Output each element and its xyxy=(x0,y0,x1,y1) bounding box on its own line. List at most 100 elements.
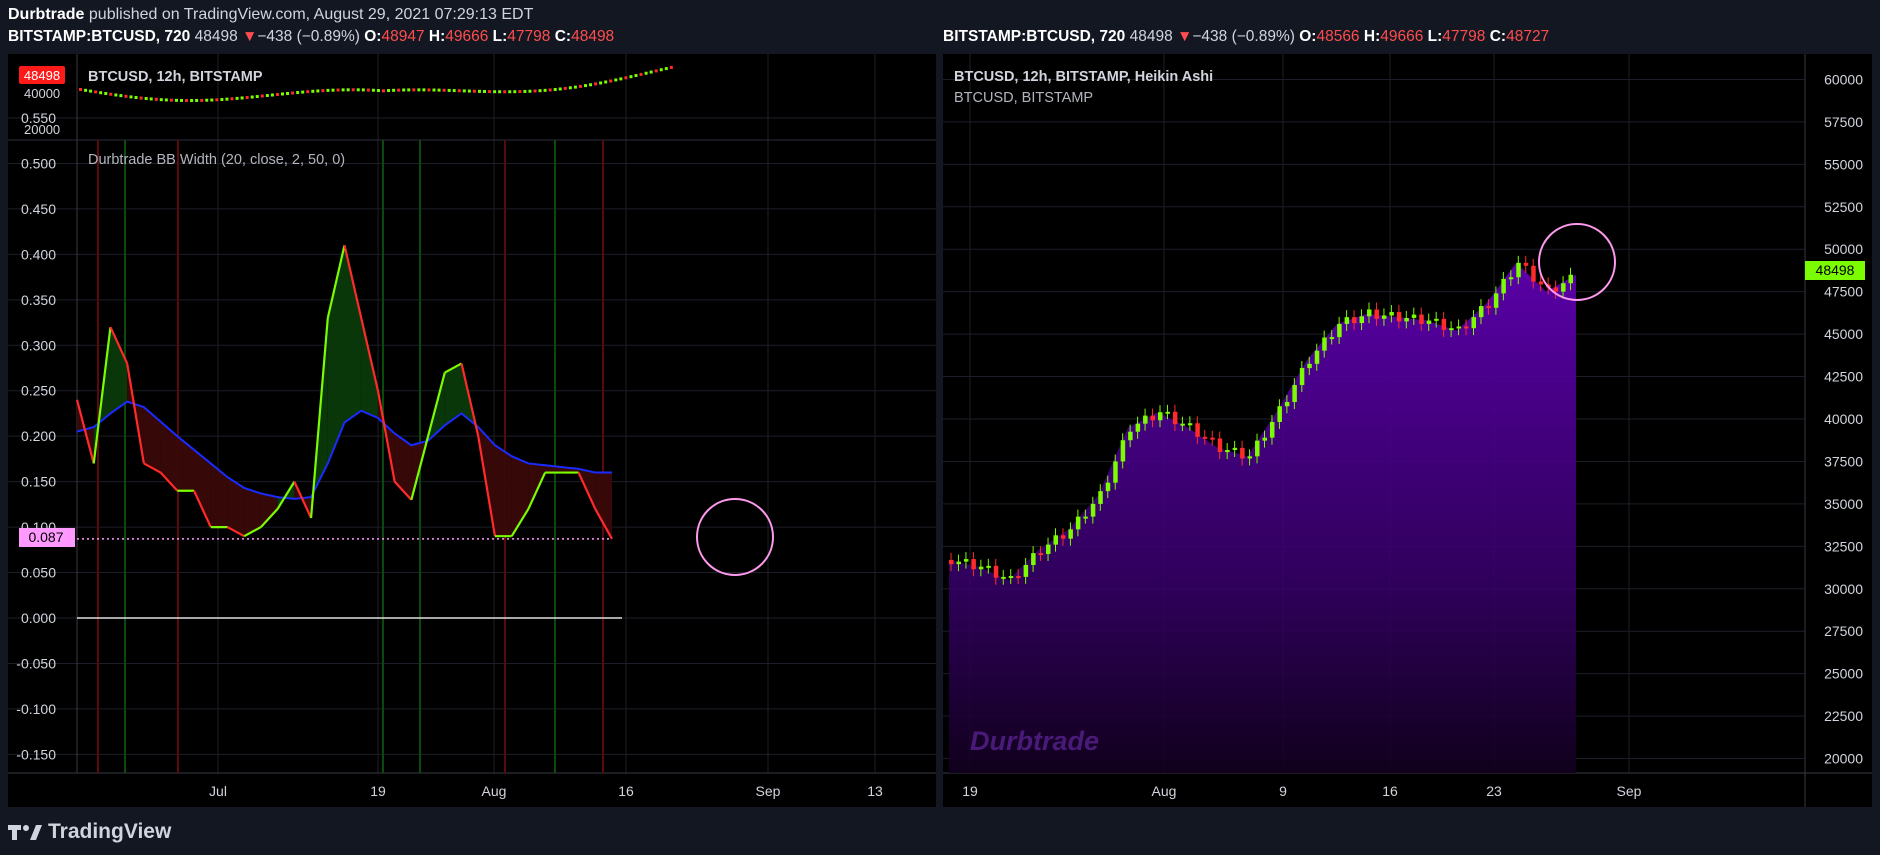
left-x-tick: Sep xyxy=(756,783,781,799)
right-price-badge-text: 48498 xyxy=(1816,262,1855,278)
mini-candle xyxy=(604,80,608,84)
right-y-tick: 30000 xyxy=(1824,581,1863,597)
left-low: 47798 xyxy=(507,28,551,45)
bbw-line-segment xyxy=(193,490,212,528)
left-y-tick: 0.450 xyxy=(21,201,56,217)
right-y-tick: 47500 xyxy=(1824,284,1863,300)
mini-candle xyxy=(321,89,325,93)
ha-candle xyxy=(1553,287,1559,292)
mini-candle xyxy=(619,77,623,81)
left-chart-panel[interactable]: 0.550 0.500 0.450 0.400 0.350 0.300 0.250 0.200… xyxy=(8,54,936,807)
bbw-line-segment xyxy=(427,372,446,437)
mini-candle xyxy=(366,88,370,92)
right-chart-title[interactable]: BTCUSD, 12h, BITSTAMP, Heikin Ashi xyxy=(954,69,1213,85)
ha-candle xyxy=(1352,317,1357,324)
ha-candle xyxy=(1471,317,1476,329)
ha-candle xyxy=(1090,503,1096,517)
ha-candle xyxy=(1217,438,1223,453)
ha-candle xyxy=(1053,535,1058,545)
ha-candle xyxy=(1143,415,1148,424)
ha-candle xyxy=(1225,449,1230,453)
left-low-label: L: xyxy=(492,28,508,45)
ha-candle xyxy=(1367,309,1372,317)
bbw-line-segment xyxy=(594,508,613,540)
bbw-fill-area xyxy=(77,245,612,539)
bbw-fill-segment xyxy=(595,472,612,539)
bbw-line-segment xyxy=(109,326,129,364)
left-quote-line: BITSTAMP:BTCUSD, 720 48498 ▼−438 (−0.89%… xyxy=(8,28,614,46)
author-name[interactable]: Durbtrade xyxy=(8,6,85,23)
bbw-line-segment xyxy=(309,317,329,519)
bbw-line-segment xyxy=(460,363,480,437)
ha-candle xyxy=(1128,431,1133,441)
indicator-title[interactable]: Durbtrade BB Width (20, close, 2, 50, 0) xyxy=(88,152,345,168)
bbw-line-segment xyxy=(510,508,530,537)
mini-candle xyxy=(361,88,365,92)
ha-candle xyxy=(1165,411,1170,414)
right-x-tick: Sep xyxy=(1617,783,1642,799)
left-x-tick: Jul xyxy=(209,783,227,799)
mini-candle xyxy=(371,88,375,92)
mini-candle xyxy=(452,89,456,93)
ha-candle xyxy=(1292,385,1297,403)
mini-candle xyxy=(260,94,264,98)
ha-candle xyxy=(1031,553,1036,565)
right-chart-panel[interactable]: 60000 57500 55000 52500 50000 47500 45000 42500… xyxy=(943,54,1872,807)
ha-candle xyxy=(1046,544,1051,554)
ha-candle xyxy=(963,559,969,562)
bb-width-chart[interactable]: 0.550 0.500 0.450 0.400 0.350 0.300 0.250 0.200… xyxy=(8,54,936,807)
mini-candle xyxy=(503,90,507,94)
ha-candle xyxy=(1150,415,1156,421)
mini-candle xyxy=(639,72,643,76)
right-x-tick: 9 xyxy=(1279,783,1287,799)
mini-candle xyxy=(669,65,673,69)
mini-candle xyxy=(599,81,603,85)
mini-candle xyxy=(275,92,279,96)
ha-candle xyxy=(1456,326,1462,329)
ha-candle xyxy=(1277,406,1282,422)
tradingview-logo[interactable]: TradingView xyxy=(8,820,171,844)
mini-candle xyxy=(240,96,244,100)
left-y-tick: 0.250 xyxy=(21,383,56,399)
left-x-tick: 13 xyxy=(867,783,883,799)
mini-candle xyxy=(296,91,300,95)
ha-candle xyxy=(1299,368,1305,386)
mini-candle xyxy=(654,69,658,73)
mini-candle xyxy=(558,87,562,91)
left-y-tick: 0.500 xyxy=(21,155,56,171)
ha-candle xyxy=(1120,440,1126,462)
mini-candle xyxy=(139,96,143,100)
durbtrade-watermark: Durbtrade xyxy=(970,726,1099,756)
heikin-ashi-chart[interactable]: 60000 57500 55000 52500 50000 47500 45000 42500… xyxy=(943,54,1872,807)
right-y-tick: 52500 xyxy=(1824,199,1863,215)
mini-candle xyxy=(387,89,391,93)
bbw-fill-segment xyxy=(210,463,228,528)
ha-candle xyxy=(1538,281,1544,285)
mini-chart-title[interactable]: BTCUSD, 12h, BITSTAMP xyxy=(88,69,263,85)
mini-candle xyxy=(382,89,385,93)
ha-candle xyxy=(1016,576,1021,579)
right-open: 48566 xyxy=(1316,28,1360,45)
right-low-label: L: xyxy=(1427,28,1443,45)
highlight-circle-left xyxy=(696,498,774,576)
mini-candle xyxy=(543,88,547,92)
ha-candle xyxy=(1068,529,1073,539)
right-y-tick: 22500 xyxy=(1824,708,1863,724)
bbw-line-segment xyxy=(293,481,313,519)
mini-candle xyxy=(215,98,219,102)
bbw-fill-segment xyxy=(511,456,529,537)
mini-candle xyxy=(493,90,497,94)
right-open-label: O: xyxy=(1299,28,1317,45)
left-y-tick: -0.150 xyxy=(16,746,56,762)
mini-candle xyxy=(89,89,93,93)
bbw-line-segment xyxy=(360,317,380,391)
mini-candle xyxy=(220,97,224,101)
ha-candle xyxy=(1508,277,1514,280)
right-last-price: 48498 xyxy=(1129,28,1173,45)
mini-candle xyxy=(533,89,537,93)
mini-candle xyxy=(659,68,663,72)
ha-candle xyxy=(1060,535,1066,539)
bbw-line-segment xyxy=(577,472,597,510)
left-y-tick-labels: 0.550 0.500 0.450 0.400 0.350 0.300 0.250 0.200… xyxy=(16,110,56,762)
right-x-tick: 16 xyxy=(1382,783,1398,799)
